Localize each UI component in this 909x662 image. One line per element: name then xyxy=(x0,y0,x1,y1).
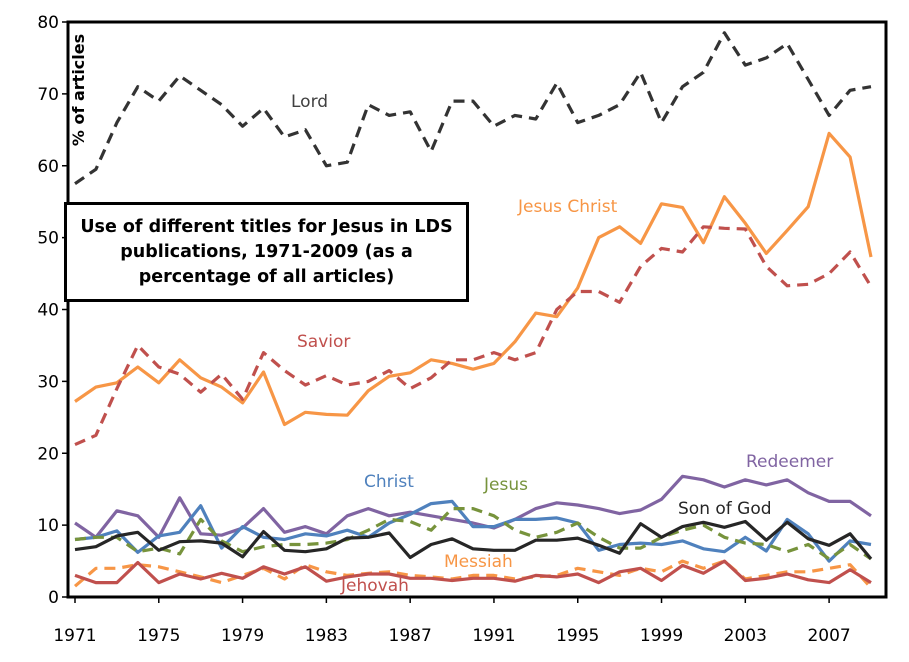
series-line-savior xyxy=(74,225,873,447)
x-tick-label: 1971 xyxy=(53,626,96,646)
series-line-son-of-god xyxy=(74,519,873,560)
x-tick-label: 1991 xyxy=(472,626,515,646)
chart-title: Use of different titles for Jesus in LDS… xyxy=(80,216,453,287)
y-tick-label: 40 xyxy=(37,301,59,321)
x-tick-label: 1983 xyxy=(305,626,348,646)
series-label-son-of-god: Son of God xyxy=(678,499,772,519)
x-tick-label: 1987 xyxy=(389,626,432,646)
series-line-lord xyxy=(74,31,872,186)
x-axis: 1971 1975 1979 1983 1987 1991 1995 1999 2003 2007 xyxy=(53,597,851,646)
x-tick-label: 1979 xyxy=(221,626,264,646)
y-tick-label: 0 xyxy=(48,588,59,608)
series-label-jesus-christ: Jesus Christ xyxy=(517,197,618,217)
y-tick-label: 80 xyxy=(37,13,59,33)
series-label-christ: Christ xyxy=(364,472,414,492)
series-label-savior: Savior xyxy=(297,332,350,352)
y-tick-label: 50 xyxy=(37,229,59,249)
x-tick-label: 1975 xyxy=(137,626,180,646)
series-line-jesus-christ xyxy=(74,131,873,427)
series-line-jesus xyxy=(74,507,872,561)
series-line-jehovah xyxy=(74,559,872,585)
series-label-lord: Lord xyxy=(291,92,328,112)
y-tick-label: 10 xyxy=(37,516,59,536)
series-label-redeemer: Redeemer xyxy=(746,452,833,472)
series-line-redeemer xyxy=(74,474,872,539)
series-lines xyxy=(73,31,873,589)
x-tick-label: 2007 xyxy=(807,626,850,646)
chart-title-box: Use of different titles for Jesus in LDS… xyxy=(64,202,469,302)
y-tick-label: 30 xyxy=(37,372,59,392)
x-tick-label: 2003 xyxy=(724,626,767,646)
plot-frame xyxy=(66,20,888,599)
series-labels: Lord Jesus Christ Savior Redeemer Christ Jesu… xyxy=(291,92,833,596)
series-label-messiah: Messiah xyxy=(444,552,513,572)
x-tick-label: 1995 xyxy=(556,626,599,646)
y-tick-label: 20 xyxy=(37,444,59,464)
series-line-messiah xyxy=(73,559,873,589)
y-axis-label: % of articles xyxy=(69,34,88,146)
series-label-jehovah: Jehovah xyxy=(340,576,409,596)
y-tick-label: 60 xyxy=(37,157,59,177)
x-tick-label: 1999 xyxy=(640,626,683,646)
y-tick-label: 70 xyxy=(37,85,59,105)
y-axis: 0 10 20 30 40 50 60 70 80 xyxy=(37,13,68,608)
series-label-jesus: Jesus xyxy=(483,475,528,495)
